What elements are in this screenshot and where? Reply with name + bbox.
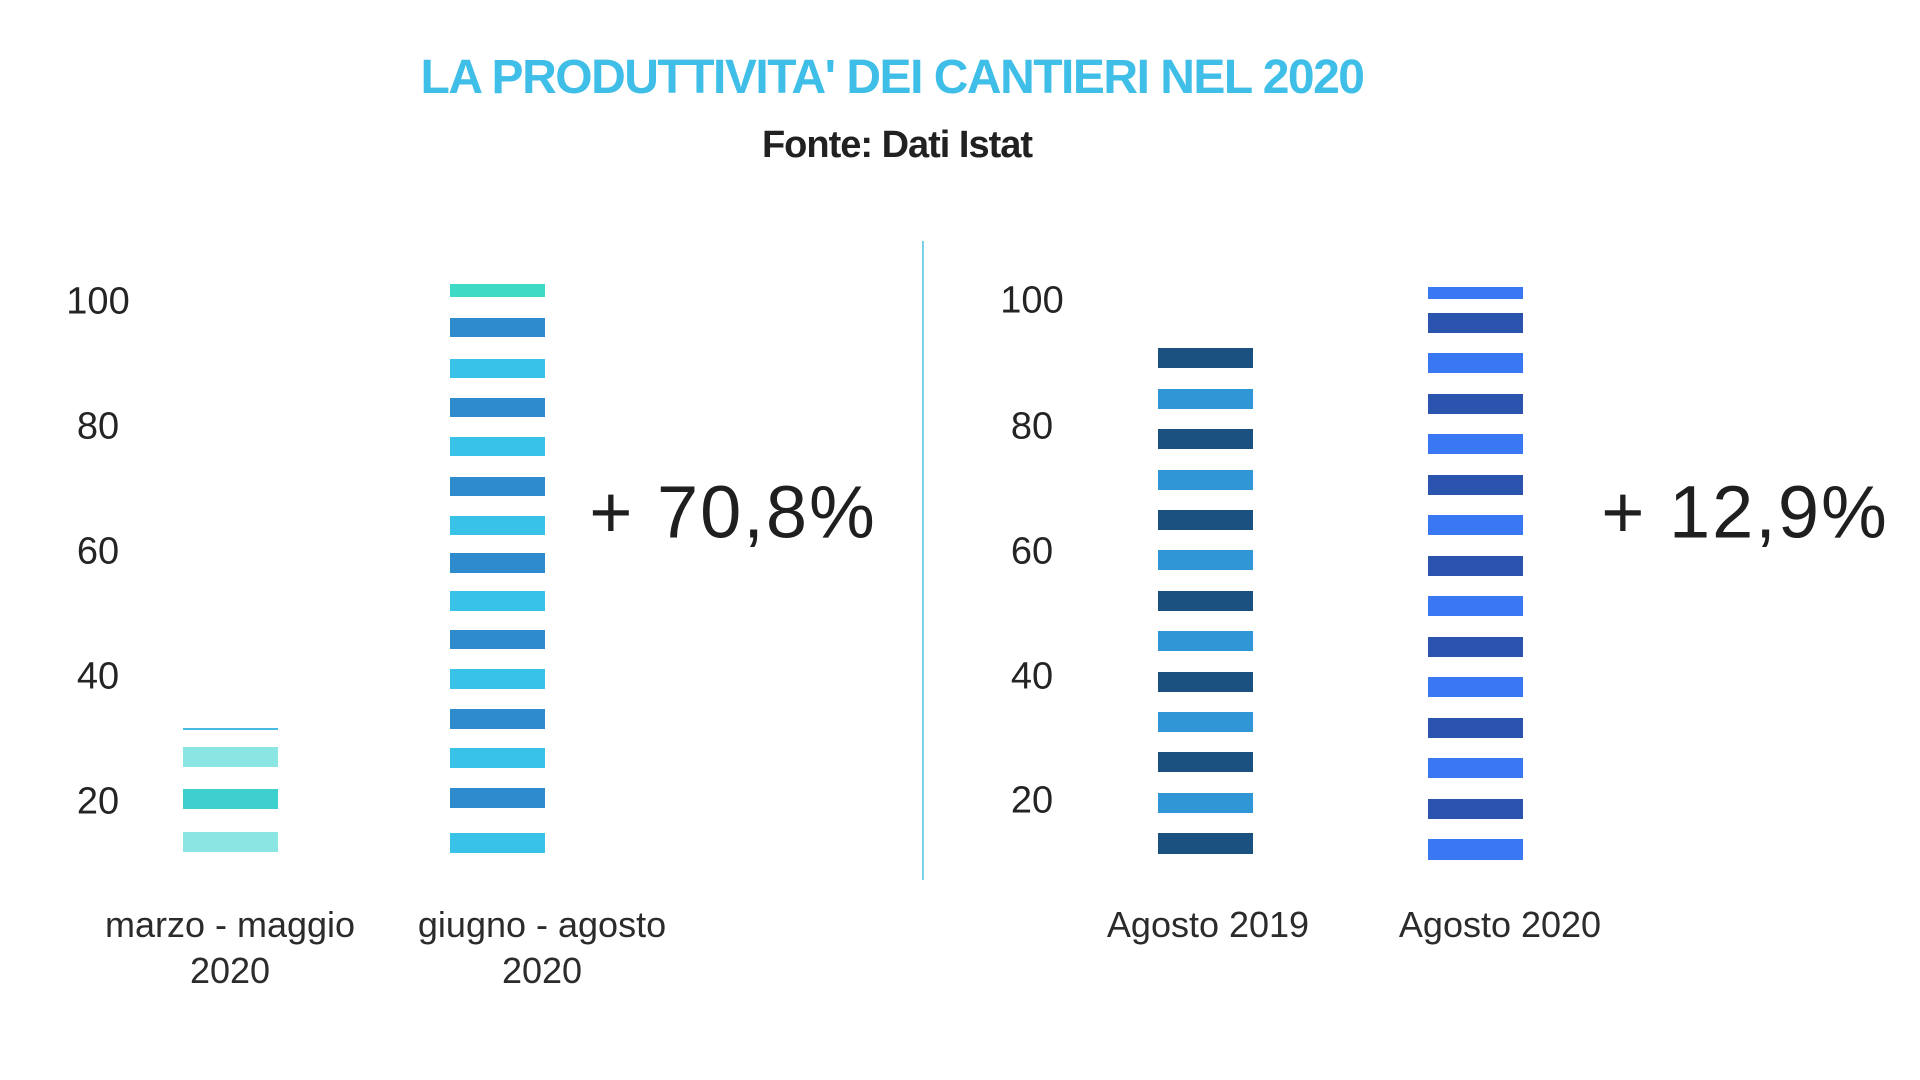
growth-annotation-left: + 70,8% bbox=[589, 470, 877, 554]
y-axis-tick: 60 bbox=[76, 530, 120, 573]
bar-stripe-giugno-agosto-2020 bbox=[450, 748, 545, 768]
bar-stripe-giugno-agosto-2020 bbox=[450, 398, 545, 417]
y-axis-tick: 80 bbox=[1010, 405, 1054, 448]
bar-label-line: 2020 bbox=[189, 950, 271, 991]
bar-stripe-agosto-2019 bbox=[1158, 510, 1253, 530]
bar-stripe-giugno-agosto-2020 bbox=[450, 359, 545, 378]
bar-stripe-agosto-2020 bbox=[1428, 637, 1523, 657]
chart-title: LA PRODUTTIVITA' DEI CANTIERI NEL 2020 bbox=[420, 51, 1365, 104]
y-axis-tick: 20 bbox=[76, 780, 120, 823]
bar-stripe-giugno-agosto-2020 bbox=[450, 833, 545, 853]
y-axis-tick: 20 bbox=[1010, 779, 1054, 822]
bar-stripe-agosto-2020 bbox=[1428, 313, 1523, 333]
y-axis-tick: 100 bbox=[66, 280, 130, 323]
bar-stripe-agosto-2020 bbox=[1428, 677, 1523, 697]
bar-stripe-giugno-agosto-2020 bbox=[450, 669, 545, 689]
bar-stripe-agosto-2020 bbox=[1428, 839, 1523, 860]
growth-annotation-right: + 12,9% bbox=[1601, 470, 1889, 554]
y-axis-tick: 40 bbox=[76, 655, 120, 698]
bar-stripe-agosto-2019 bbox=[1158, 470, 1253, 490]
bar-stripe-agosto-2019 bbox=[1158, 429, 1253, 449]
bar-stripe-agosto-2019 bbox=[1158, 833, 1253, 854]
bar-stripe-agosto-2020 bbox=[1428, 596, 1523, 616]
bar-stripe-giugno-agosto-2020 bbox=[450, 437, 545, 456]
bar-stripe-giugno-agosto-2020 bbox=[450, 477, 545, 496]
bar-stripe-marzo-maggio-2020 bbox=[183, 728, 278, 730]
bar-stripe-giugno-agosto-2020 bbox=[450, 553, 545, 573]
bar-stripe-agosto-2020 bbox=[1428, 556, 1523, 576]
bar-stripe-agosto-2019 bbox=[1158, 712, 1253, 732]
bar-stripe-giugno-agosto-2020 bbox=[450, 788, 545, 808]
bar-stripe-agosto-2019 bbox=[1158, 389, 1253, 409]
y-axis-tick: 40 bbox=[1010, 655, 1054, 698]
y-axis-tick: 80 bbox=[76, 405, 120, 448]
bar-stripe-agosto-2020 bbox=[1428, 434, 1523, 454]
bar-stripe-agosto-2019 bbox=[1158, 672, 1253, 692]
bar-stripe-agosto-2019 bbox=[1158, 591, 1253, 611]
bar-stripe-agosto-2019 bbox=[1158, 752, 1253, 772]
bar-stripe-agosto-2019 bbox=[1158, 631, 1253, 651]
bar-stripe-agosto-2020 bbox=[1428, 475, 1523, 495]
bar-stripe-marzo-maggio-2020 bbox=[183, 747, 278, 767]
bar-stripe-giugno-agosto-2020 bbox=[450, 709, 545, 729]
bar-stripe-agosto-2020 bbox=[1428, 394, 1523, 414]
bar-stripe-giugno-agosto-2020 bbox=[450, 284, 545, 297]
bar-stripe-agosto-2020 bbox=[1428, 287, 1523, 299]
bar-stripe-giugno-agosto-2020 bbox=[450, 630, 545, 649]
bar-label-line: marzo - maggio bbox=[104, 904, 356, 945]
chart-divider-line bbox=[922, 241, 924, 880]
bar-stripe-agosto-2019 bbox=[1158, 348, 1253, 368]
bar-stripe-agosto-2020 bbox=[1428, 758, 1523, 778]
chart-subtitle: Fonte: Dati Istat bbox=[761, 124, 1033, 166]
bar-stripe-marzo-maggio-2020 bbox=[183, 789, 278, 809]
bar-label-line: Agosto 2019 bbox=[1106, 904, 1310, 945]
bar-stripe-agosto-2019 bbox=[1158, 550, 1253, 570]
bar-stripe-agosto-2020 bbox=[1428, 353, 1523, 373]
bar-label-line: Agosto 2020 bbox=[1398, 904, 1602, 945]
y-axis-tick: 60 bbox=[1010, 530, 1054, 573]
bar-label-agosto-2019: Agosto 2019 bbox=[1107, 902, 1309, 948]
y-axis-tick: 100 bbox=[1000, 279, 1064, 322]
bar-label-giugno-agosto-2020: giugno - agosto 2020 bbox=[418, 902, 666, 994]
bar-stripe-agosto-2020 bbox=[1428, 718, 1523, 738]
bar-stripe-giugno-agosto-2020 bbox=[450, 591, 545, 611]
bar-label-line: giugno - agosto bbox=[417, 904, 667, 945]
bar-stripe-agosto-2020 bbox=[1428, 515, 1523, 535]
bar-stripe-agosto-2019 bbox=[1158, 793, 1253, 813]
bar-label-line: 2020 bbox=[501, 950, 583, 991]
bar-stripe-agosto-2020 bbox=[1428, 799, 1523, 819]
bar-stripe-giugno-agosto-2020 bbox=[450, 318, 545, 337]
bar-label-marzo-maggio-2020: marzo - maggio 2020 bbox=[105, 902, 355, 994]
bar-label-agosto-2020: Agosto 2020 bbox=[1399, 902, 1601, 948]
bar-stripe-marzo-maggio-2020 bbox=[183, 832, 278, 852]
bar-stripe-giugno-agosto-2020 bbox=[450, 516, 545, 535]
